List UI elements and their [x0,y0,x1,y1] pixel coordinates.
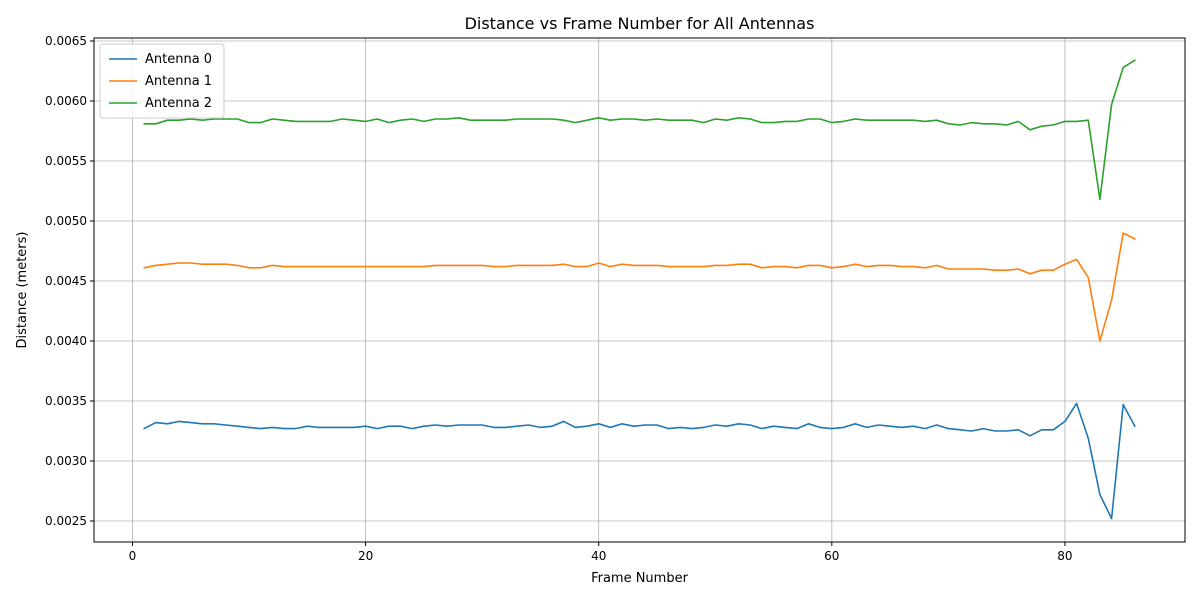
chart-title: Distance vs Frame Number for All Antenna… [465,14,815,33]
grid [94,38,1185,542]
y-tick-label: 0.0040 [45,334,87,348]
series-line-antenna-1 [143,232,1136,342]
series-line-antenna-0 [143,402,1136,520]
y-tick-label: 0.0055 [45,154,87,168]
axis-ticks: 0 20 40 60 80 0.0025 0.0030 0.0035 0.0040 0.0045 0… [45,34,1073,563]
y-tick-label: 0.0050 [45,214,87,228]
plot-area-frame [93,37,1186,543]
y-tick-label: 0.0065 [45,34,87,48]
legend: Antenna 0 Antenna 1 Antenna 2 [99,43,225,119]
y-tick-label: 0.0060 [45,94,87,108]
x-tick-label: 60 [824,549,839,563]
x-tick-label: 80 [1057,549,1072,563]
x-axis-label: Frame Number [591,571,689,586]
legend-label: Antenna 0 [145,52,212,67]
y-axis-label: Distance (meters) [15,232,30,349]
x-tick-label: 40 [591,549,606,563]
y-tick-label: 0.0045 [45,274,87,288]
legend-label: Antenna 1 [145,74,212,89]
x-tick-label: 0 [129,549,137,563]
series-line-antenna-2 [143,59,1136,201]
legend-box [99,43,225,119]
y-tick-label: 0.0025 [45,514,87,528]
legend-label: Antenna 2 [145,96,212,111]
x-tick-label: 20 [358,549,373,563]
y-tick-label: 0.0035 [45,394,87,408]
series-lines [143,59,1136,520]
y-tick-label: 0.0030 [45,454,87,468]
